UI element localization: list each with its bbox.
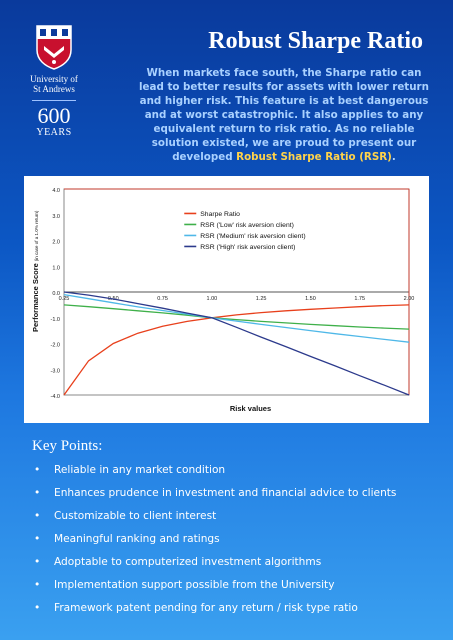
bullet-icon: • (34, 556, 41, 568)
key-point-text: Customizable to client interest (54, 510, 217, 522)
key-point-text: Framework patent pending for any return … (54, 602, 358, 614)
bullet-icon: • (34, 487, 41, 499)
bullet-icon: • (34, 579, 41, 591)
y-axis-label-main: Performance Score (31, 263, 40, 332)
bullet-icon: • (34, 602, 41, 614)
intro-highlight: Robust Sharpe Ratio (RSR) (236, 151, 392, 163)
x-tick-label: 1.00 (206, 296, 217, 302)
bullet-icon: • (34, 464, 41, 476)
bullet-icon: • (34, 510, 41, 522)
key-point-item: • Adoptable to computerized investment al… (34, 556, 396, 568)
y-tick-label: -2.0 (51, 343, 60, 349)
y-tick-label: 4.0 (52, 188, 60, 194)
x-tick-label: 2.00 (404, 296, 415, 302)
y-axis-label-note: (in case of a 1.0% return) (34, 210, 39, 261)
years-label: YEARS (36, 127, 72, 138)
intro-text: When markets face south, the Sharpe rati… (139, 67, 429, 163)
crest-icon (36, 25, 72, 70)
series-line-3 (63, 291, 410, 396)
y-tick-label: 2.0 (52, 240, 60, 246)
intro-paragraph: When markets face south, the Sharpe rati… (138, 66, 430, 164)
university-logo: University of St Andrews 600 YEARS (26, 24, 82, 138)
university-line2: St Andrews (33, 84, 75, 94)
series-line-0 (63, 304, 410, 396)
bullet-icon: • (34, 533, 41, 545)
key-point-text: Enhances prudence in investment and fina… (54, 487, 397, 499)
y-tick-label: -4.0 (51, 394, 60, 400)
performance-chart: 4.03.02.01.00.0-1.0-2.0-3.0-4.00.25 0.50 0… (31, 188, 415, 413)
key-point-text: Implementation support possible from the… (54, 579, 335, 591)
series-line-2 (63, 293, 410, 343)
logo-divider (32, 100, 76, 101)
legend-label: Sharpe Ratio (200, 211, 240, 218)
key-point-text: Adoptable to computerized investment alg… (54, 556, 322, 568)
page-title: Robust Sharpe Ratio (208, 28, 423, 54)
key-point-item: • Framework patent pending for any return… (34, 602, 396, 614)
x-tick-label: 1.75 (354, 296, 365, 302)
y-tick-label: 0.0 (52, 291, 60, 297)
legend-label: RSR ('Medium' risk aversion client) (200, 233, 305, 240)
key-point-item: • Implementation support possible from th… (34, 579, 396, 591)
y-tick-label: 1.0 (52, 265, 60, 271)
series-line-1 (63, 304, 410, 330)
key-point-text: Reliable in any market condition (54, 464, 226, 476)
key-point-item: • Reliable in any market condition (34, 464, 396, 476)
y-tick-label: -1.0 (51, 317, 60, 323)
key-point-item: • Meaningful ranking and ratings (34, 533, 396, 545)
x-tick-label: 1.25 (256, 296, 267, 302)
y-tick-label: 3.0 (52, 214, 60, 220)
x-tick-label: 0.25 (59, 296, 70, 302)
y-tick-label: -3.0 (51, 368, 60, 374)
legend-label: RSR ('Low' risk aversion client) (200, 222, 294, 229)
key-point-item: • Customizable to client interest (34, 510, 396, 522)
y-axis-label: Performance Score (in case of a 1.0% retu… (31, 210, 40, 332)
years-number: 600 (37, 103, 71, 128)
chart-container: 4.0 3.0 2.0 1.0 0.0 -1.0 -2.0 -3.0 -4.0 0.25 0.50 0… (24, 176, 429, 423)
x-tick-label: 1.50 (305, 296, 316, 302)
university-name: University of St Andrews (26, 74, 82, 94)
university-line1: University of (30, 74, 78, 84)
key-point-text: Meaningful ranking and ratings (54, 533, 220, 545)
key-points-heading: Key Points: (32, 438, 103, 454)
legend-label: RSR ('High' risk aversion client) (200, 244, 295, 251)
key-point-item: • Enhances prudence in investment and fin… (34, 487, 396, 499)
intro-text-end: . (391, 151, 396, 163)
x-axis-label: Risk values (230, 404, 271, 413)
key-points-list: • Reliable in any market condition • Enhanc… (34, 464, 396, 625)
x-tick-label: 0.75 (157, 296, 168, 302)
